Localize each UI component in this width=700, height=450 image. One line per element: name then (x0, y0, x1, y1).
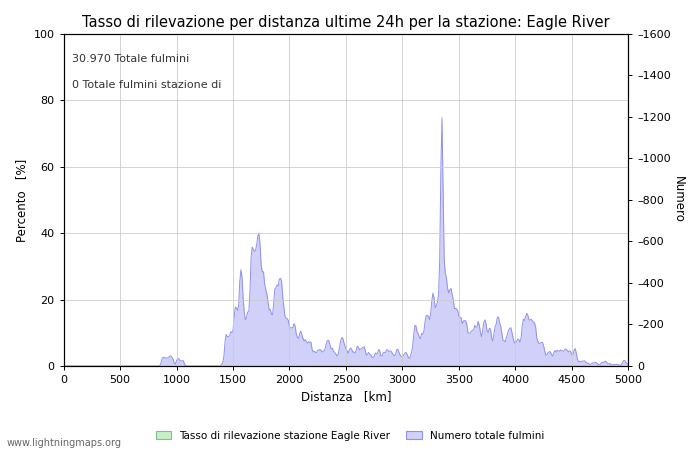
Text: www.lightningmaps.org: www.lightningmaps.org (7, 438, 122, 448)
X-axis label: Distanza   [km]: Distanza [km] (301, 391, 391, 404)
Legend: Tasso di rilevazione stazione Eagle River, Numero totale fulmini: Tasso di rilevazione stazione Eagle Rive… (151, 427, 549, 445)
Y-axis label: Numero: Numero (672, 176, 685, 223)
Text: 0 Totale fulmini stazione di: 0 Totale fulmini stazione di (72, 81, 221, 90)
Text: 30.970 Totale fulmini: 30.970 Totale fulmini (72, 54, 189, 64)
Y-axis label: Percento   [%]: Percento [%] (15, 158, 28, 242)
Title: Tasso di rilevazione per distanza ultime 24h per la stazione: Eagle River: Tasso di rilevazione per distanza ultime… (82, 15, 610, 30)
